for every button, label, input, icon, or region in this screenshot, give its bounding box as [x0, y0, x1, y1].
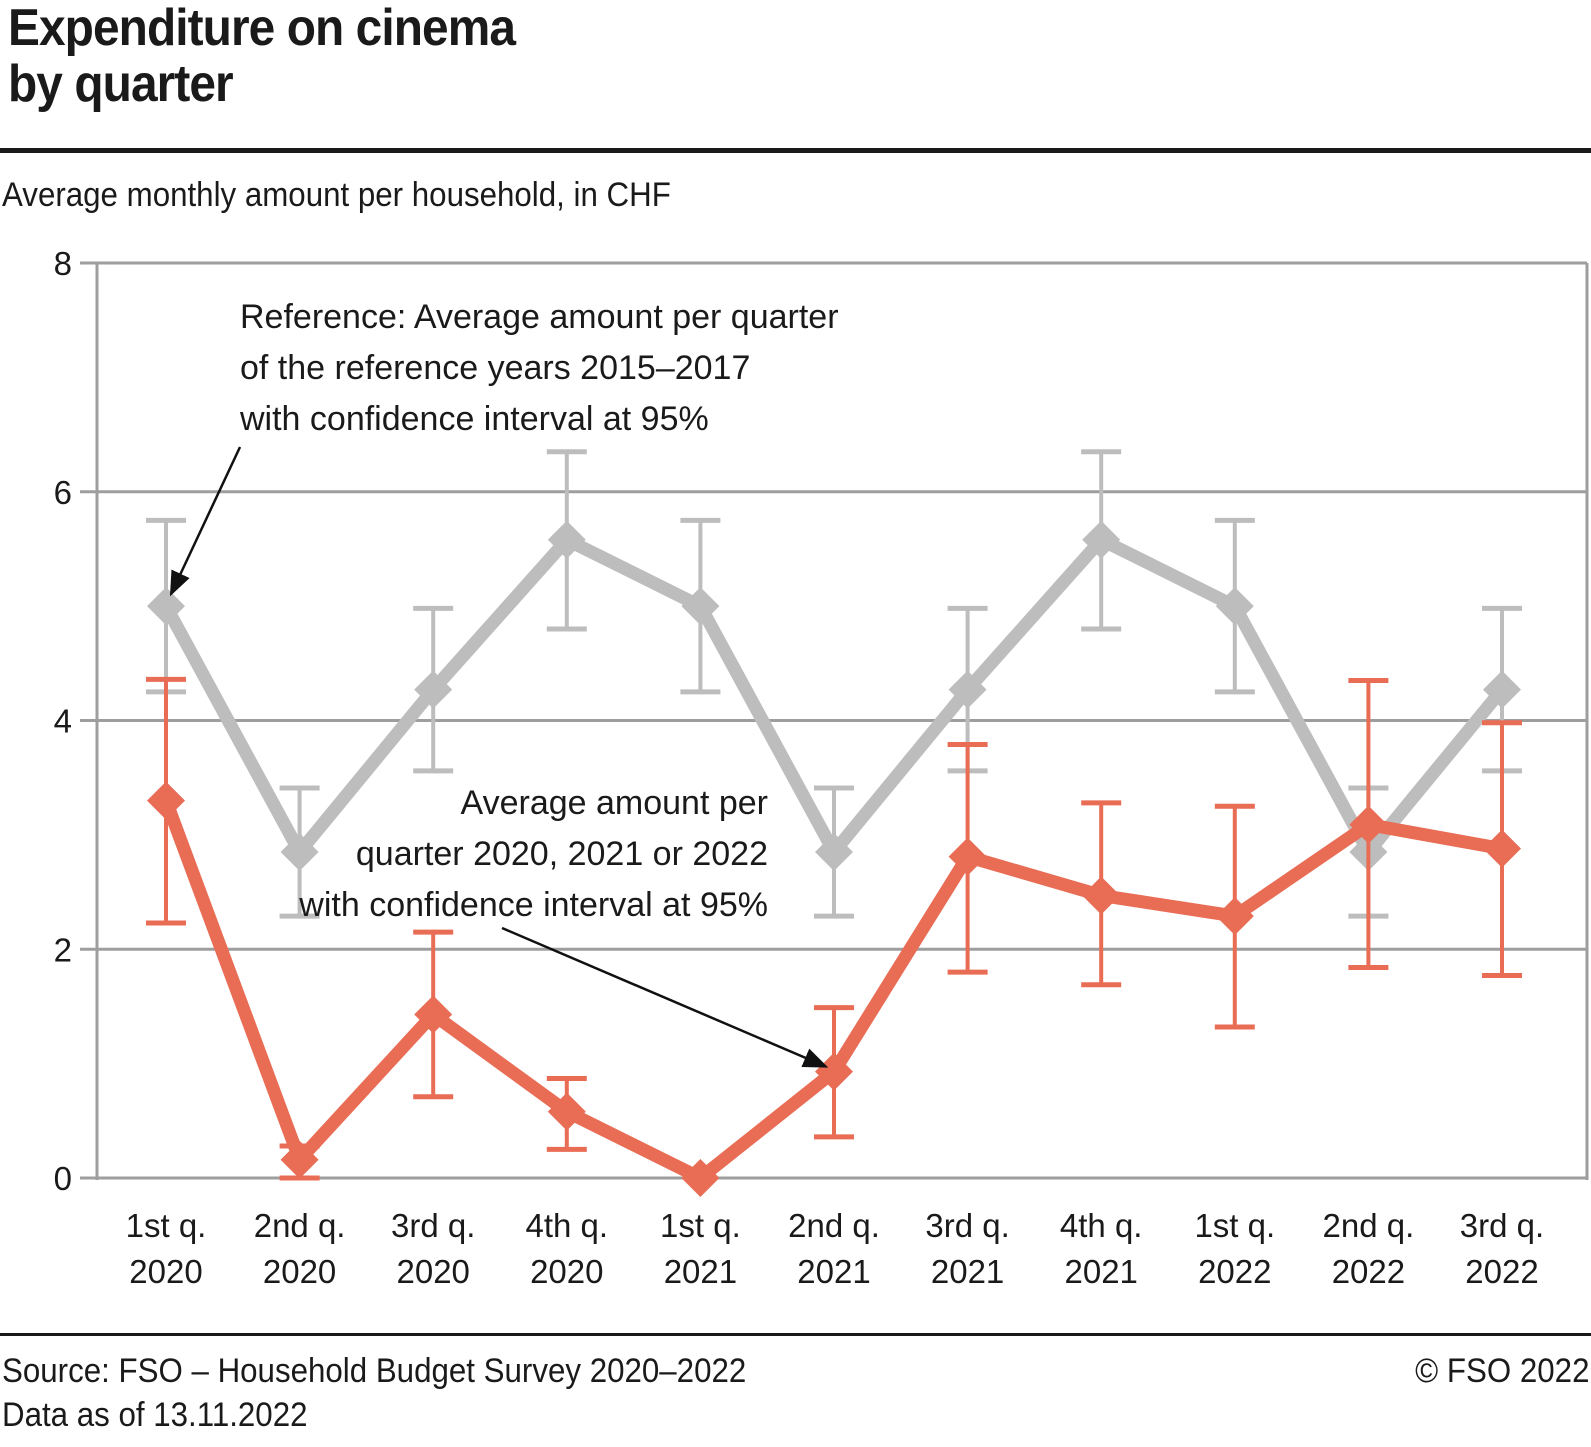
x-tick-label-quarter: 3rd q. — [1460, 1207, 1544, 1244]
y-tick-label: 0 — [54, 1160, 72, 1197]
annotations: Reference: Average amount per quarter of … — [169, 298, 839, 1068]
annotation-actual-text: with confidence interval at 95% — [298, 886, 768, 924]
x-tick-label-quarter: 4th q. — [1060, 1207, 1143, 1244]
x-tick-label-year: 2021 — [931, 1253, 1004, 1290]
y-axis-tick-labels: 0 2 4 6 8 — [54, 245, 72, 1197]
x-tick-label-year: 2022 — [1198, 1253, 1271, 1290]
x-tick-label-year: 2020 — [263, 1253, 336, 1290]
data-point-marker — [948, 670, 987, 709]
data-point-marker — [414, 670, 453, 709]
x-tick-label-year: 2021 — [664, 1253, 737, 1290]
x-tick-label-quarter: 2nd q. — [788, 1207, 880, 1244]
annotation-reference-arrow — [169, 446, 242, 597]
x-tick-label-quarter: 3rd q. — [391, 1207, 475, 1244]
data-point-marker — [280, 1140, 319, 1179]
x-tick-label-year: 2021 — [1064, 1253, 1137, 1290]
y-tick-label: 4 — [54, 703, 72, 740]
x-tick-label-quarter: 2nd q. — [1323, 1207, 1415, 1244]
x-tick-label-year: 2020 — [129, 1253, 202, 1290]
data-point-marker — [1215, 897, 1254, 936]
x-tick-label-quarter: 3rd q. — [925, 1207, 1009, 1244]
data-point-marker — [815, 833, 853, 872]
data-point-marker — [147, 587, 185, 626]
x-tick-label-quarter: 1st q. — [660, 1207, 741, 1244]
x-tick-label-quarter: 1st q. — [1194, 1207, 1275, 1244]
x-tick-label-quarter: 2nd q. — [254, 1207, 346, 1244]
chart-subtitle: Average monthly amount per household, in… — [2, 176, 671, 214]
data-point-marker — [414, 995, 453, 1034]
data-point-marker — [681, 587, 720, 626]
x-tick-label-year: 2021 — [797, 1253, 870, 1290]
footer-divider — [0, 1333, 1591, 1336]
source-note: Source: FSO – Household Budget Survey 20… — [2, 1352, 747, 1390]
y-tick-label: 2 — [54, 931, 72, 968]
annotation-reference-text: Reference: Average amount per quarter — [240, 298, 839, 336]
x-tick-label-year: 2022 — [1465, 1253, 1538, 1290]
copyright-note: © FSO 2022 — [1414, 1352, 1589, 1390]
x-tick-label-quarter: 4th q. — [526, 1207, 609, 1244]
chart-title: Expenditure on cinema by quarter — [8, 0, 516, 113]
annotation-actual-arrow — [501, 926, 829, 1068]
annotation-actual-text: Average amount per — [461, 784, 768, 822]
data-point-marker — [1483, 829, 1521, 868]
actual-series — [146, 676, 1522, 1197]
data-point-marker — [681, 1159, 720, 1197]
x-tick-label-year: 2020 — [530, 1253, 603, 1290]
y-tick-label: 6 — [54, 474, 72, 511]
data-point-marker — [547, 520, 586, 559]
data-date-note: Data as of 13.11.2022 — [2, 1396, 308, 1434]
reference-series — [146, 449, 1522, 919]
x-tick-label-year: 2020 — [396, 1253, 469, 1290]
title-divider — [0, 148, 1591, 153]
data-point-marker — [1483, 670, 1521, 709]
chart-title-line-2: by quarter — [8, 55, 234, 113]
data-point-marker — [1082, 520, 1121, 559]
data-point-marker — [547, 1092, 586, 1131]
x-tick-label-quarter: 1st q. — [126, 1207, 207, 1244]
line-chart: 0 2 4 6 8 1st q. 2020 2nd q. 2020 3rd q. 2020 4th … — [54, 245, 1589, 1290]
annotation-reference-text: with confidence interval at 95% — [239, 400, 709, 438]
data-point-marker — [147, 781, 185, 820]
annotation-reference-text: of the reference years 2015–2017 — [240, 349, 750, 387]
data-point-marker — [280, 833, 319, 872]
annotation-actual-text: quarter 2020, 2021 or 2022 — [356, 835, 768, 873]
data-point-marker — [1349, 805, 1388, 844]
grid-layer — [80, 261, 1589, 1180]
data-point-marker — [1215, 587, 1254, 626]
chart-title-line-1: Expenditure on cinema — [8, 0, 516, 57]
y-tick-label: 8 — [54, 245, 72, 282]
data-point-marker — [948, 837, 987, 876]
x-tick-label-year: 2022 — [1332, 1253, 1405, 1290]
x-axis-tick-labels: 1st q. 2020 2nd q. 2020 3rd q. 2020 4th q. 2020… — [126, 1207, 1545, 1290]
data-point-marker — [1082, 876, 1121, 915]
